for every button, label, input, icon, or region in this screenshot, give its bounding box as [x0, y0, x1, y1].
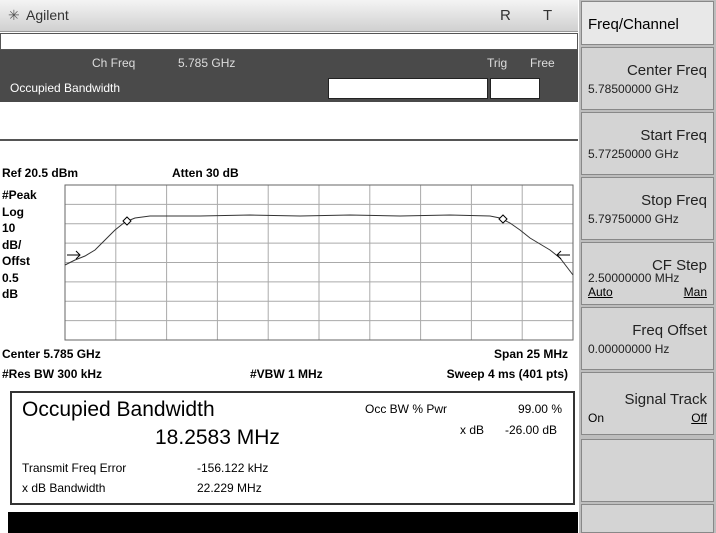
graph [64, 184, 574, 341]
softkey-value: 5.78500000 GHz [588, 82, 679, 96]
ch-freq-label: Ch Freq [92, 56, 136, 70]
xdb-value: -26.00 dB [505, 423, 558, 437]
softkey-label: Start Freq [640, 127, 707, 144]
marker [498, 214, 508, 224]
softkey[interactable]: Stop Freq 5.79750000 GHz [581, 177, 714, 240]
occ-label: Occ BW % Pwr [365, 402, 448, 416]
softkey-value: 2.50000000 MHz [588, 271, 680, 285]
row-value: 22.229 MHz [197, 481, 262, 495]
softkey-label: Center Freq [626, 62, 707, 79]
softkey[interactable] [581, 439, 714, 502]
option: Man [683, 285, 707, 299]
softkey-value: 5.77250000 GHz [588, 147, 679, 161]
vbw: #VBW 1 MHz [250, 367, 323, 381]
softkey-label: CF Step [651, 257, 707, 274]
ch-freq-value: 5.785 GHz [178, 56, 236, 70]
trace [64, 214, 574, 276]
softkey-label: Stop Freq [641, 192, 707, 209]
span: Span 25 MHz [493, 347, 568, 361]
center: Center 5.785 GHz [2, 347, 101, 361]
row-label: Transmit Freq Error [22, 461, 127, 475]
softkey[interactable]: CF Step 2.50000000 MHz Auto Man [581, 242, 714, 305]
title-bar [0, 0, 578, 32]
indicator: T [543, 7, 553, 24]
softkey[interactable]: Start Freq 5.77250000 GHz [581, 112, 714, 175]
option: Off [691, 411, 707, 425]
menu-title: Freq/Channel [581, 1, 714, 45]
sweep: Sweep 4 ms (401 pts) [446, 367, 568, 381]
row-label: x dB Bandwidth [22, 481, 106, 495]
softkey-value: 5.79750000 GHz [588, 212, 679, 226]
occ-value: 99.00 % [517, 402, 562, 416]
softkey-label: Signal Track [624, 391, 707, 408]
bandwidth: 18.2583 MHz [155, 426, 280, 449]
scale-label: dB [2, 287, 18, 301]
atten: Atten 30 dB [172, 166, 239, 180]
softkey[interactable] [581, 504, 714, 533]
row-value: -156.122 kHz [197, 461, 269, 475]
indicator: R [500, 7, 511, 24]
ref-level: Ref 20.5 dBm [2, 166, 79, 180]
scale-label: dB/ [2, 237, 22, 252]
menu-label: Freq/Channel [588, 16, 679, 33]
separator [0, 139, 578, 141]
softkey-value: 0.00000000 Hz [588, 342, 670, 356]
trig-label: Trig [487, 56, 508, 70]
message-bar [8, 512, 578, 533]
results-title: Occupied Bandwidth [22, 398, 215, 421]
option: On [588, 411, 605, 425]
option: Auto [588, 285, 613, 299]
softkey-label: Freq Offset [632, 322, 707, 339]
softkey[interactable]: Signal Track On Off [581, 372, 714, 435]
scale-label: #Peak [2, 188, 37, 202]
results-box [10, 391, 575, 505]
scale-label: 10 [2, 221, 16, 235]
softkey[interactable]: Freq Offset 0.00000000 Hz [581, 307, 714, 370]
scale-label: 0.5 [2, 270, 19, 285]
grid [65, 185, 573, 340]
marker [122, 216, 132, 226]
arrow [556, 250, 570, 260]
field [490, 78, 540, 99]
res-bw: #Res BW 300 kHz [2, 367, 103, 381]
arrow [67, 250, 81, 260]
measurement: Occupied Bandwidth [10, 81, 121, 95]
scale-label: Log [2, 204, 24, 219]
xdb-label: x dB [460, 423, 485, 437]
graticule [64, 184, 574, 341]
field [328, 78, 488, 99]
brand: Agilent [26, 7, 69, 23]
scale-label: Offst [2, 254, 30, 268]
softkey[interactable]: Center Freq 5.78500000 GHz [581, 47, 714, 110]
trig-value: Free [530, 56, 555, 70]
logo: ✳ [8, 7, 20, 23]
blank-row [0, 33, 578, 50]
